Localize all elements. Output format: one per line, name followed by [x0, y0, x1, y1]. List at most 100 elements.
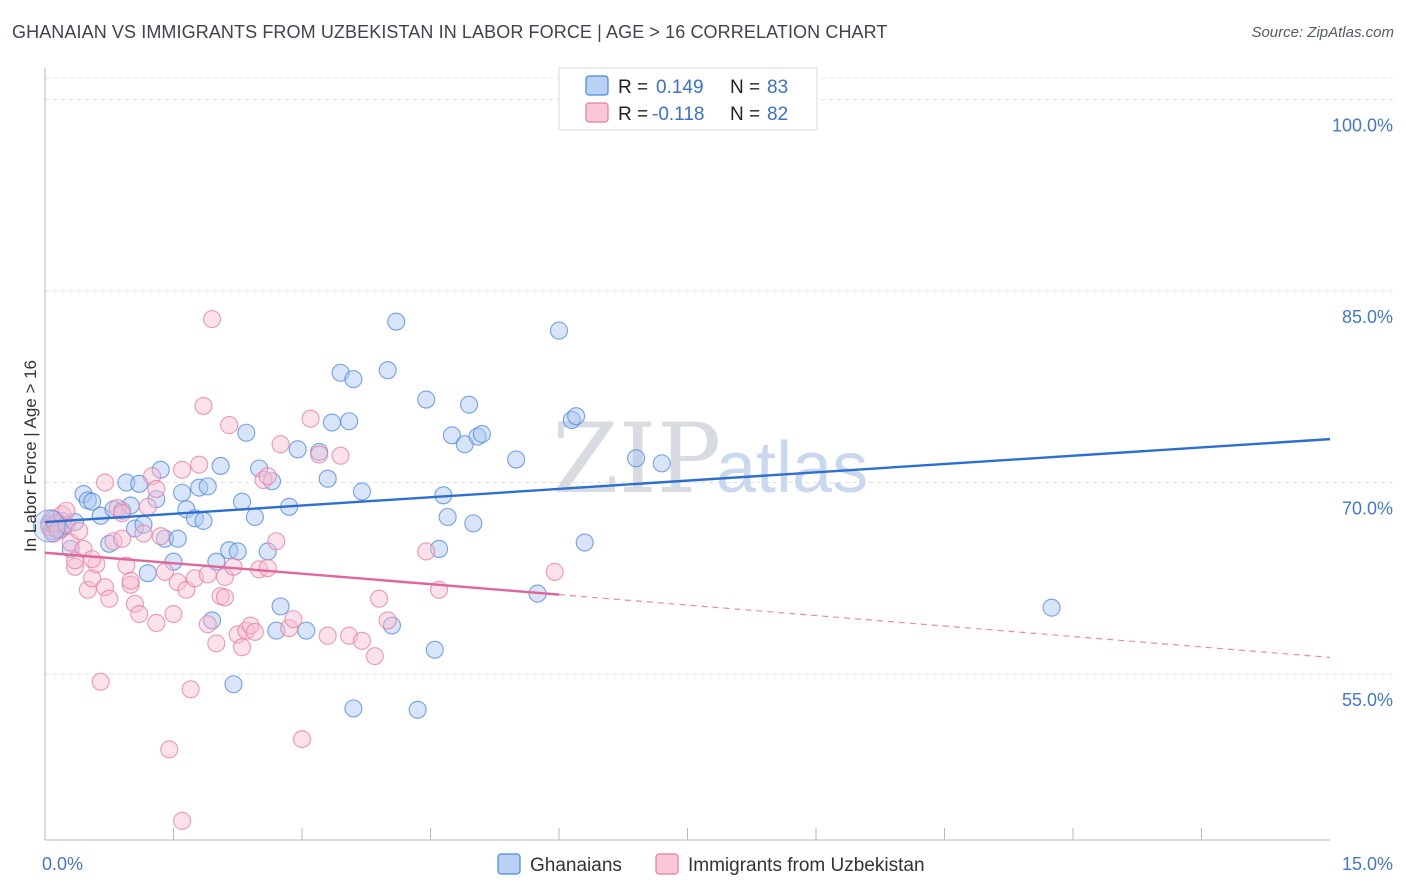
stats-r-label-2: R = [618, 104, 648, 125]
point-uzbekistan-16 [100, 589, 119, 608]
point-uzbekistan-74 [113, 529, 132, 548]
trend-line-dashed-uzbekistan [558, 594, 1331, 659]
point-uzbekistan-47 [232, 638, 252, 657]
stats-n-label-1: N = [730, 77, 760, 98]
point-ghanaians-78 [575, 533, 594, 552]
point-ghanaians-81 [1042, 598, 1061, 617]
stats-r-label-1: R = [618, 77, 648, 98]
point-uzbekistan-81 [57, 501, 76, 520]
point-uzbekistan-67 [417, 542, 436, 561]
point-ghanaians-70 [459, 395, 479, 414]
point-uzbekistan-25 [138, 497, 157, 516]
point-ghanaians-67 [438, 507, 457, 527]
point-ghanaians-71 [472, 424, 491, 444]
tick-label-layer: 55.0% 70.0% 85.0% 100.0% 0.0% 15.0% [42, 116, 1393, 874]
point-ghanaians-55 [340, 412, 359, 431]
point-uzbekistan-38 [194, 396, 213, 415]
legend-swatch-uzbekistan [655, 853, 679, 875]
point-ghanaians-19 [125, 519, 144, 538]
stats-legend-swatch-uzbekistan [585, 102, 609, 123]
point-uzbekistan-30 [160, 740, 179, 759]
point-uzbekistan-33 [173, 460, 192, 479]
point-ghanaians-40 [232, 492, 252, 511]
point-ghanaians-66 [442, 426, 461, 445]
point-ghanaians-39 [228, 542, 247, 561]
point-uzbekistan-60 [310, 445, 329, 464]
point-uzbekistan-39 [198, 615, 217, 634]
point-ghanaians-27 [168, 529, 187, 548]
point-ghanaians-58 [378, 361, 397, 380]
point-uzbekistan-12 [83, 569, 102, 588]
y-tick-label-1: 70.0% [1342, 499, 1393, 519]
point-ghanaians-63 [425, 640, 444, 659]
stats-n-value-1: 83 [767, 77, 788, 98]
trend-layer [44, 437, 1331, 659]
point-uzbekistan-24 [134, 524, 153, 543]
point-uzbekistan-9 [70, 521, 89, 541]
y-tick-label-0: 55.0% [1342, 690, 1393, 710]
point-ghanaians-57 [352, 482, 372, 501]
legend-label-ghanaians: Ghanaians [530, 855, 622, 876]
point-uzbekistan-80 [318, 626, 337, 645]
point-ghanaians-12 [83, 492, 102, 511]
point-uzbekistan-21 [121, 575, 140, 594]
point-uzbekistan-44 [220, 416, 239, 435]
point-uzbekistan-79 [258, 559, 277, 578]
point-ghanaians-80 [652, 454, 671, 473]
stats-r-value-1: 0.149 [656, 77, 704, 98]
point-ghanaians-42 [245, 507, 264, 527]
point-ghanaians-32 [194, 511, 213, 530]
point-uzbekistan-19 [113, 504, 132, 523]
point-uzbekistan-40 [203, 310, 222, 329]
point-uzbekistan-64 [365, 647, 384, 666]
x-tick-label-0: 0.0% [42, 854, 83, 874]
point-uzbekistan-58 [292, 730, 312, 749]
point-ghanaians-72 [464, 514, 483, 533]
points-layer [32, 310, 1061, 830]
point-ghanaians-75 [549, 321, 569, 340]
point-uzbekistan-55 [271, 435, 290, 454]
trend-line-uzbekistan [44, 551, 560, 596]
point-ghanaians-17 [117, 473, 136, 492]
legend-swatch-ghanaians [497, 853, 521, 875]
stats-legend-swatch-ghanaians [585, 75, 609, 96]
point-ghanaians-77 [567, 407, 586, 426]
point-ghanaians-52 [318, 469, 337, 488]
point-uzbekistan-15 [95, 578, 115, 597]
point-uzbekistan-8 [65, 557, 85, 576]
point-uzbekistan-61 [331, 446, 350, 465]
point-ghanaians-33 [198, 477, 217, 496]
point-uzbekistan-22 [125, 594, 144, 613]
point-uzbekistan-23 [130, 604, 149, 624]
point-uzbekistan-66 [378, 611, 397, 630]
source-label: Source: ZipAtlas.com [1251, 24, 1394, 41]
point-ghanaians-47 [271, 597, 290, 616]
point-uzbekistan-54 [267, 532, 286, 551]
point-uzbekistan-76 [147, 613, 166, 633]
point-uzbekistan-31 [164, 604, 183, 624]
point-uzbekistan-41 [207, 634, 226, 653]
stats-n-label-2: N = [730, 104, 760, 125]
point-ghanaians-28 [173, 483, 192, 502]
bottom-legend: Ghanaians Immigrants from Uzbekistan [497, 853, 925, 876]
point-uzbekistan-70 [173, 811, 192, 830]
point-ghanaians-49 [288, 440, 307, 459]
point-uzbekistan-65 [370, 589, 389, 608]
legend-label-uzbekistan: Immigrants from Uzbekistan [688, 855, 925, 876]
point-uzbekistan-50 [245, 622, 264, 641]
stats-legend: R = 0.149 N = 83 R = -0.118 N = 82 [558, 67, 818, 131]
point-ghanaians-53 [322, 413, 342, 432]
point-ghanaians-73 [507, 450, 526, 469]
grid-layer [45, 77, 1395, 675]
point-ghanaians-38 [224, 675, 243, 694]
trend-line-ghanaians [44, 437, 1331, 524]
point-cluster-ghanaians [32, 509, 66, 543]
point-uzbekistan-27 [147, 479, 166, 498]
stats-n-value-2: 82 [767, 104, 788, 125]
point-uzbekistan-78 [215, 588, 234, 607]
point-uzbekistan-37 [190, 455, 209, 474]
point-uzbekistan-73 [95, 473, 115, 492]
point-ghanaians-61 [408, 700, 427, 719]
watermark-atlas-text: atlas [716, 428, 868, 508]
